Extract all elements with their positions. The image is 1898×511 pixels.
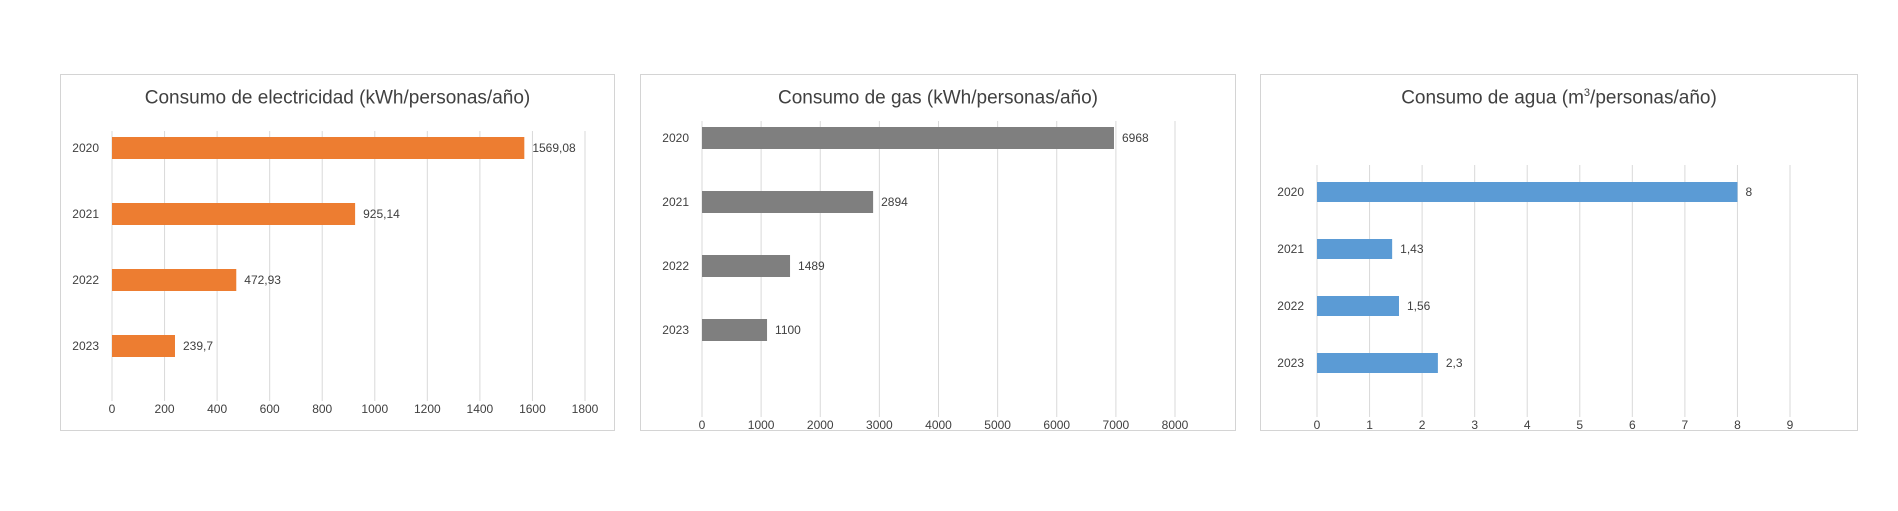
chart-title: Consumo de agua (m3/personas/año) (1401, 87, 1717, 109)
data-label: 1,43 (1400, 242, 1424, 256)
y-category-label: 2022 (662, 259, 689, 273)
x-tick-label: 8 (1734, 418, 1741, 432)
x-tick-label: 1000 (748, 418, 775, 432)
x-tick-label: 4 (1524, 418, 1531, 432)
electricity-chart-plot: 0 200 400 600 800 1000 1200 1400 1600 1800 2020 156… (72, 131, 599, 416)
x-tick-label: 7000 (1103, 418, 1130, 432)
x-tick-label: 1000 (361, 402, 388, 416)
y-category-label: 2021 (72, 207, 99, 221)
water-chart-panel: Consumo de agua (m3/personas/año) 0 1 2 3 4 5… (1260, 74, 1858, 432)
x-tick-label: 0 (1314, 418, 1321, 432)
data-label: 1,56 (1407, 299, 1431, 313)
x-tick-label: 3000 (866, 418, 893, 432)
bar (112, 203, 356, 225)
x-tick-label: 5 (1576, 418, 1583, 432)
x-tick-label: 1200 (414, 402, 441, 416)
bar (702, 319, 768, 341)
x-tick-label: 9 (1787, 418, 1794, 432)
x-tick-label: 600 (260, 402, 280, 416)
y-category-label: 2022 (72, 273, 99, 287)
x-tick-label: 0 (109, 402, 116, 416)
x-tick-label: 400 (207, 402, 227, 416)
x-tick-label: 1400 (467, 402, 494, 416)
data-label: 1569,08 (532, 141, 576, 155)
y-category-label: 2022 (1277, 299, 1304, 313)
chart-title: Consumo de electricidad (kWh/personas/añ… (144, 87, 531, 109)
x-tick-label: 1800 (572, 402, 599, 416)
bar (702, 191, 874, 213)
data-label: 6968 (1122, 131, 1149, 145)
y-category-label: 2021 (1277, 242, 1304, 256)
x-tick-label: 800 (312, 402, 332, 416)
x-tick-label: 2 (1419, 418, 1426, 432)
electricity-chart-panel: Consumo de electricidad (kWh/personas/añ… (60, 74, 615, 431)
data-label: 239,7 (183, 339, 213, 353)
x-tick-label: 4000 (925, 418, 952, 432)
x-tick-label: 5000 (984, 418, 1011, 432)
data-label: 1100 (775, 323, 801, 337)
y-category-label: 2023 (1277, 356, 1304, 370)
x-tick-label: 6 (1629, 418, 1636, 432)
y-category-label: 2023 (662, 323, 689, 337)
y-category-label: 2020 (72, 141, 99, 155)
bar (1317, 296, 1399, 316)
bar (702, 127, 1114, 149)
data-label: 2894 (881, 195, 908, 209)
x-tick-label: 1 (1366, 418, 1373, 432)
water-chart-plot: 0 1 2 3 4 5 6 7 8 9 2020 8 2021 1,43 2022 1,56 2023 2,3 (1277, 165, 1794, 432)
x-tick-label: 0 (699, 418, 706, 432)
bar (112, 335, 175, 357)
x-tick-label: 200 (155, 402, 175, 416)
bar (1317, 239, 1393, 259)
x-tick-label: 7 (1682, 418, 1689, 432)
bar (112, 269, 237, 291)
x-tick-label: 2000 (807, 418, 834, 432)
gas-chart-plot: 0 1000 2000 3000 4000 5000 6000 7000 8000 2020 696… (662, 121, 1189, 432)
y-category-label: 2023 (72, 339, 99, 353)
data-label: 925,14 (363, 207, 400, 221)
x-tick-label: 1600 (519, 402, 546, 416)
y-category-label: 2021 (662, 195, 689, 209)
bar (1317, 182, 1738, 202)
x-tick-label: 6000 (1043, 418, 1070, 432)
data-label: 472,93 (244, 273, 281, 287)
bar (702, 255, 791, 277)
gas-chart-panel: Consumo de gas (kWh/personas/año) 0 1000 2… (640, 74, 1236, 432)
bar (112, 137, 525, 159)
data-label: 2,3 (1446, 356, 1463, 370)
data-label: 8 (1745, 185, 1752, 199)
y-category-label: 2020 (1277, 185, 1304, 199)
chart-title: Consumo de gas (kWh/personas/año) (778, 87, 1098, 109)
x-tick-label: 8000 (1162, 418, 1189, 432)
data-label: 1489 (798, 259, 825, 273)
x-tick-label: 3 (1471, 418, 1478, 432)
y-category-label: 2020 (662, 131, 689, 145)
bar (1317, 353, 1438, 373)
